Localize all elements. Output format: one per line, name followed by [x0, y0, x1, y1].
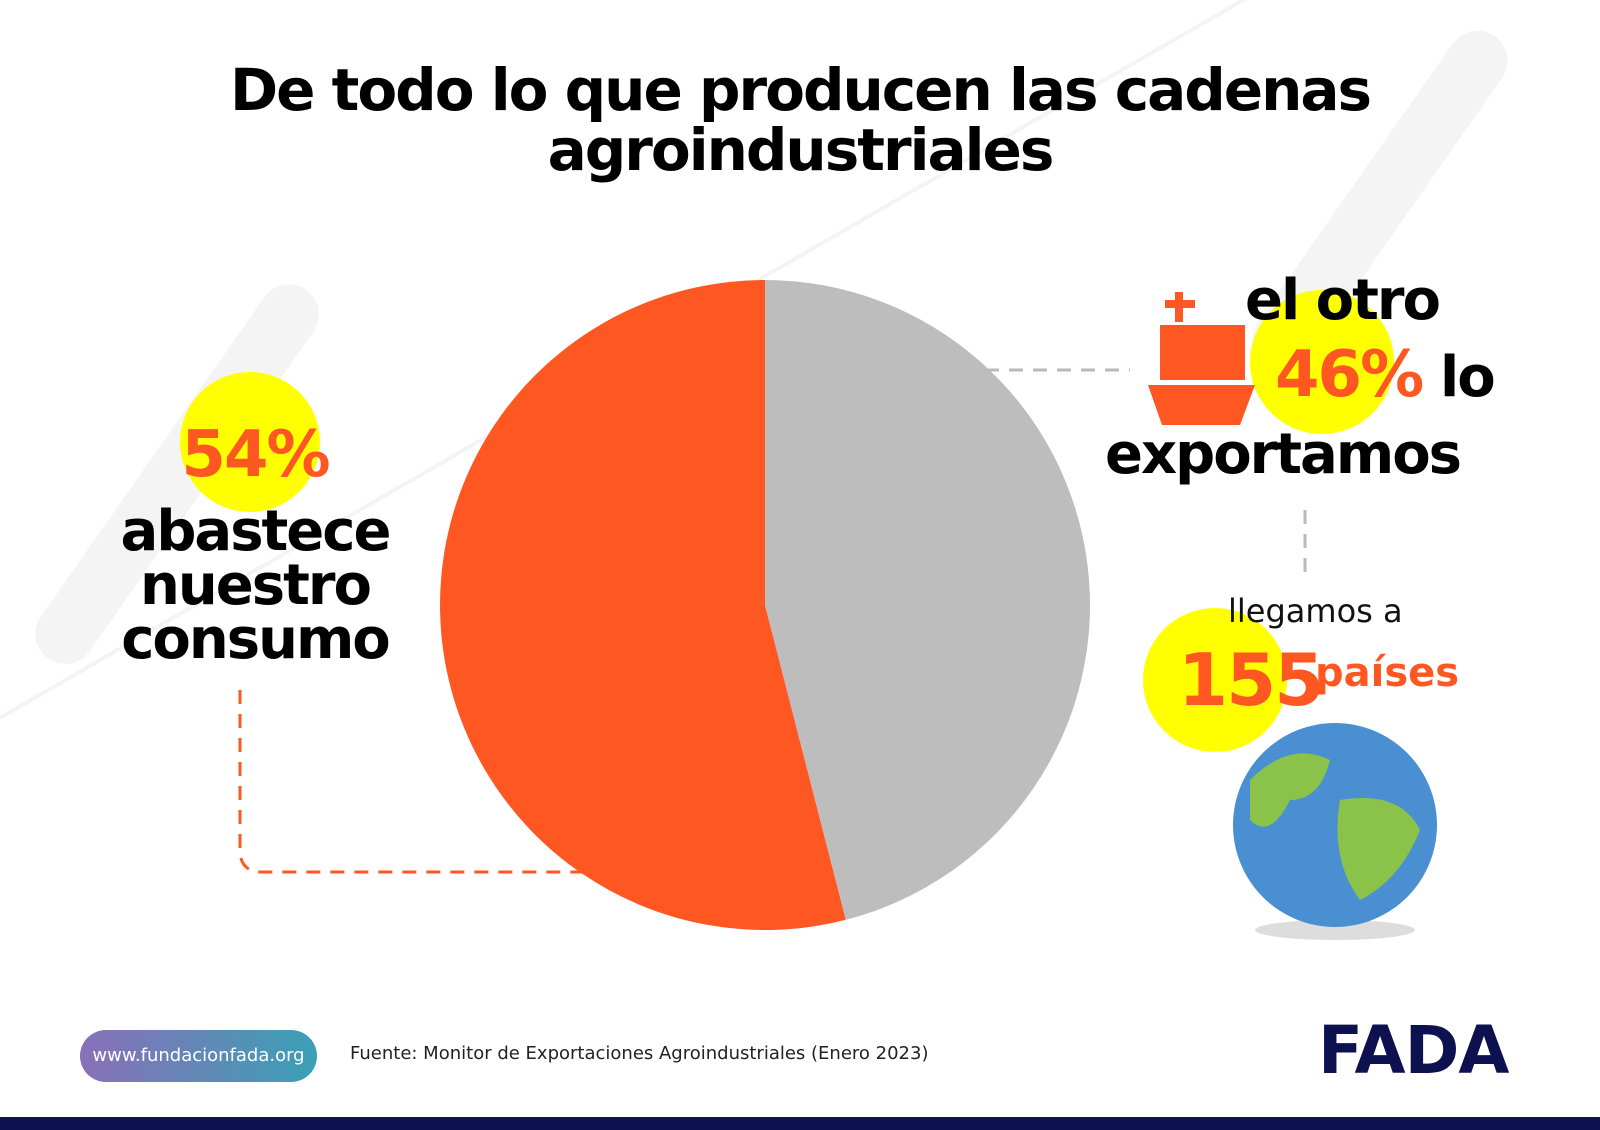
url-badge[interactable]: www.fundacionfada.org	[80, 1030, 317, 1082]
annotation: abastece nuestro consumo	[120, 499, 392, 672]
annotation: el otro	[1245, 268, 1441, 333]
bottom-bar	[0, 1117, 1600, 1130]
highlight-circle	[1250, 290, 1394, 434]
highlight-circle	[180, 372, 320, 512]
source: Fuente: Monitor de Exportaciones Agroind…	[350, 1043, 929, 1064]
pie-slice	[440, 279, 846, 930]
chart-title: De todo lo que producen las cadenas agro…	[229, 56, 1372, 184]
highlight-circle	[1143, 608, 1287, 752]
connector-line	[238, 690, 590, 874]
pie	[440, 279, 1091, 930]
decor-stripe	[1252, 30, 1508, 370]
ship-icon	[1148, 292, 1255, 425]
connector-line	[985, 368, 1307, 580]
annotation: lo	[1440, 345, 1496, 410]
globe	[1233, 723, 1437, 940]
annotation: exportamos	[1105, 422, 1462, 487]
pie-slice	[765, 280, 1091, 920]
value-label: 46%	[1275, 338, 1424, 412]
annotation-number: 155	[1178, 638, 1324, 722]
annotation: llegamos a	[1228, 592, 1403, 630]
value-label: 54%	[181, 418, 330, 492]
annotation: países	[1315, 650, 1460, 696]
logo: FADA	[1318, 1012, 1509, 1089]
